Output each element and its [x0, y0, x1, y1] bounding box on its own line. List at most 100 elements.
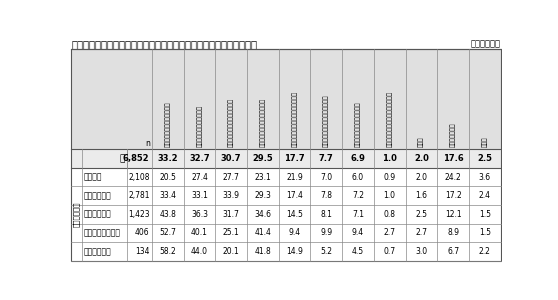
Text: 6.0: 6.0 [352, 172, 364, 182]
Text: 0.8: 0.8 [384, 210, 396, 219]
Text: 4.5: 4.5 [352, 247, 364, 256]
Text: 0.9: 0.9 [383, 172, 396, 182]
Text: 17.7: 17.7 [284, 154, 305, 163]
Bar [71, 49, 501, 149]
Text: 58.2: 58.2 [160, 247, 176, 256]
Text: n: n [146, 139, 150, 148]
Text: 7.2: 7.2 [352, 191, 364, 200]
Text: 従業員規模別: 従業員規模別 [74, 202, 80, 227]
Text: 36.3: 36.3 [191, 210, 208, 219]
Text: 2.4: 2.4 [479, 191, 491, 200]
Text: 44.0: 44.0 [191, 247, 208, 256]
Text: 1.0: 1.0 [384, 191, 396, 200]
Bar [71, 242, 501, 261]
Text: 0.7: 0.7 [383, 247, 396, 256]
Text: 2.0: 2.0 [415, 172, 427, 182]
Bar [71, 168, 501, 186]
Text: 育成を行うための金錠的余裕がない: 育成を行うための金錠的余裕がない [292, 91, 297, 147]
Text: 30.7: 30.7 [221, 154, 242, 163]
Text: 1.5: 1.5 [479, 210, 491, 219]
Text: 9.9: 9.9 [320, 228, 333, 237]
Text: 43.8: 43.8 [160, 210, 176, 219]
Text: 34.6: 34.6 [254, 210, 271, 219]
Text: 7.0: 7.0 [320, 172, 333, 182]
Text: 計: 計 [119, 154, 125, 163]
Text: 1.5: 1.5 [479, 228, 491, 237]
Text: 指導する人材が不足している: 指導する人材が不足している [165, 101, 171, 147]
Text: 33.9: 33.9 [223, 191, 240, 200]
Text: 2.7: 2.7 [415, 228, 427, 237]
Text: 21.9: 21.9 [286, 172, 303, 182]
Text: 17.6: 17.6 [442, 154, 464, 163]
Text: 9.4: 9.4 [352, 228, 364, 237]
Text: 無回答: 無回答 [482, 136, 488, 147]
Text: 40.1: 40.1 [191, 228, 208, 237]
Text: 特に課題はない: 特に課題はない [450, 122, 456, 147]
Text: 29.5: 29.5 [252, 154, 273, 163]
Bar [71, 186, 501, 205]
Text: 14.9: 14.9 [286, 247, 303, 256]
Text: 人材育成を行う時間がない: 人材育成を行う時間がない [196, 105, 202, 147]
Text: その他: その他 [418, 136, 424, 147]
Text: 2.2: 2.2 [479, 247, 490, 256]
Text: 8.9: 8.9 [447, 228, 459, 237]
Text: 27.7: 27.7 [223, 172, 239, 182]
Text: 17.4: 17.4 [286, 191, 303, 200]
Text: 図表１－１６　人材育成・能力開発における現在の課題（複数回答）: 図表１－１６ 人材育成・能力開発における現在の課題（複数回答） [71, 39, 257, 49]
Text: １０～２９人: １０～２９人 [84, 191, 112, 200]
Text: 3.6: 3.6 [479, 172, 491, 182]
Text: 33.4: 33.4 [159, 191, 176, 200]
Bar [71, 149, 501, 168]
Text: 2,781: 2,781 [128, 191, 150, 200]
Text: 14.5: 14.5 [286, 210, 303, 219]
Text: 6.7: 6.7 [447, 247, 459, 256]
Text: 5.2: 5.2 [320, 247, 332, 256]
Text: 23.1: 23.1 [254, 172, 271, 182]
Text: 1.0: 1.0 [382, 154, 397, 163]
Text: 406: 406 [135, 228, 150, 237]
Text: 32.7: 32.7 [189, 154, 210, 163]
Text: 33.2: 33.2 [157, 154, 178, 163]
Text: 3.0: 3.0 [415, 247, 427, 256]
Text: 20.5: 20.5 [160, 172, 176, 182]
Text: ９人以下: ９人以下 [84, 172, 102, 182]
Text: 6,852: 6,852 [123, 154, 150, 163]
Text: （単位：％）: （単位：％） [470, 39, 501, 48]
Text: 2,108: 2,108 [128, 172, 150, 182]
Text: 人材育成の方法がわからない: 人材育成の方法がわからない [355, 101, 361, 147]
Text: 24.2: 24.2 [445, 172, 461, 182]
Text: 1.6: 1.6 [415, 191, 427, 200]
Text: 2.5: 2.5 [477, 154, 492, 163]
Text: 9.4: 9.4 [288, 228, 301, 237]
Text: 適切な教育訓練機関がわからない: 適切な教育訓練機関がわからない [324, 94, 329, 147]
Text: ３００人以上: ３００人以上 [84, 247, 112, 256]
Text: 継えがいのある人材が集まらな: 継えがいのある人材が集まらな [228, 98, 234, 147]
Text: 7.7: 7.7 [319, 154, 334, 163]
Text: 41.8: 41.8 [254, 247, 271, 256]
Text: 1,423: 1,423 [128, 210, 150, 219]
Text: 20.1: 20.1 [223, 247, 239, 256]
Text: 12.1: 12.1 [445, 210, 461, 219]
Text: 2.7: 2.7 [384, 228, 396, 237]
Text: 人材を育成しても辞めてしまう: 人材を育成しても辞めてしまう [260, 98, 266, 147]
Text: １００～２９９人: １００～２９９人 [84, 228, 121, 237]
Text: 33.1: 33.1 [191, 191, 208, 200]
Text: 27.4: 27.4 [191, 172, 208, 182]
Text: 29.3: 29.3 [254, 191, 271, 200]
Text: 8.1: 8.1 [320, 210, 332, 219]
Bar [71, 205, 501, 224]
Text: ３０～９９人: ３０～９９人 [84, 210, 112, 219]
Text: 25.1: 25.1 [223, 228, 239, 237]
Text: 7.1: 7.1 [352, 210, 364, 219]
Text: 6.9: 6.9 [350, 154, 365, 163]
Text: 7.8: 7.8 [320, 191, 332, 200]
Text: 2.5: 2.5 [415, 210, 427, 219]
Text: 技術革新や業務変更が頻繁になった: 技術革新や業務変更が頻繁になった [387, 91, 392, 147]
Text: 31.7: 31.7 [223, 210, 239, 219]
Bar [71, 224, 501, 242]
Text: 134: 134 [135, 247, 150, 256]
Text: 2.0: 2.0 [414, 154, 429, 163]
Text: 52.7: 52.7 [160, 228, 176, 237]
Text: 17.2: 17.2 [445, 191, 461, 200]
Text: 41.4: 41.4 [254, 228, 271, 237]
